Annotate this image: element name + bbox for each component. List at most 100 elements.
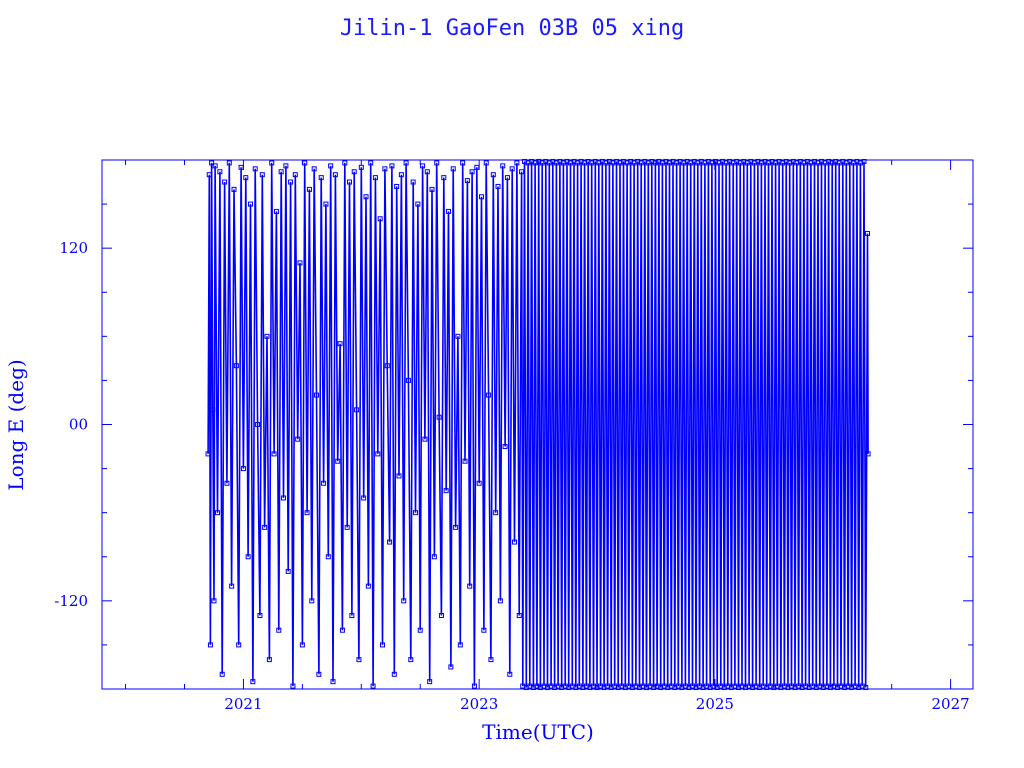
data-point xyxy=(332,172,338,178)
data-point xyxy=(382,166,388,172)
data-point xyxy=(469,169,475,175)
data-point xyxy=(490,172,496,178)
data-point xyxy=(356,657,362,663)
data-point xyxy=(372,175,378,181)
data-point xyxy=(344,524,350,530)
data-point xyxy=(257,613,263,619)
data-point xyxy=(347,179,353,185)
data-point xyxy=(443,488,449,494)
data-point xyxy=(328,163,334,169)
data-point xyxy=(205,451,211,457)
data-point xyxy=(403,160,409,166)
data-point xyxy=(222,179,228,185)
x-axis-label: Time(UTC) xyxy=(482,720,594,744)
data-point xyxy=(434,160,440,166)
data-point xyxy=(233,363,239,369)
data-point xyxy=(415,201,421,207)
data-point xyxy=(290,683,296,689)
data-point xyxy=(297,260,303,266)
data-point xyxy=(441,175,447,181)
data-point xyxy=(314,392,320,398)
data-point xyxy=(278,169,284,175)
data-point xyxy=(420,163,426,169)
data-point xyxy=(861,158,867,164)
data-point xyxy=(337,341,343,347)
data-point xyxy=(273,208,279,214)
data-point xyxy=(361,495,367,501)
data-point xyxy=(509,166,515,172)
data-point xyxy=(266,657,272,663)
data-point xyxy=(219,671,225,677)
data-point xyxy=(464,178,470,184)
x-tick-label: 2021 xyxy=(224,695,262,713)
data-point xyxy=(448,664,454,670)
data-point xyxy=(865,230,871,236)
data-point xyxy=(410,179,416,185)
data-point xyxy=(259,172,265,178)
data-point xyxy=(316,671,322,677)
data-point xyxy=(387,539,393,545)
data-point xyxy=(396,473,402,479)
data-point xyxy=(401,598,407,604)
data-point xyxy=(295,436,301,442)
data-point xyxy=(264,333,270,339)
data-point xyxy=(224,480,230,486)
data-point xyxy=(231,186,237,192)
data-point xyxy=(408,657,414,663)
data-point xyxy=(519,169,525,175)
data-point xyxy=(471,683,477,689)
data-point xyxy=(424,169,430,175)
data-point xyxy=(450,166,456,172)
data-point xyxy=(500,163,506,169)
data-point xyxy=(330,679,336,685)
data-point xyxy=(207,642,213,648)
data-point xyxy=(269,160,275,166)
data-point xyxy=(325,554,331,560)
data-point xyxy=(212,163,218,169)
data-point xyxy=(283,163,289,169)
data-point xyxy=(281,495,287,501)
data-point xyxy=(255,422,261,427)
data-point xyxy=(243,175,249,181)
data-point xyxy=(436,414,442,420)
data-point xyxy=(321,480,327,486)
data-point xyxy=(476,480,482,486)
data-point xyxy=(342,160,348,166)
x-tick-label: 2027 xyxy=(932,695,970,713)
data-point xyxy=(206,172,212,178)
data-point xyxy=(358,164,364,170)
data-point xyxy=(502,444,508,450)
data-point xyxy=(226,160,232,166)
y-axis-label: Long E (deg) xyxy=(4,359,28,490)
chart-title: Jilin-1 GaoFen 03B 05 xing xyxy=(339,16,685,41)
data-point xyxy=(377,216,383,222)
data-point xyxy=(351,169,357,175)
data-point xyxy=(292,172,298,178)
data-point xyxy=(481,627,487,633)
data-point xyxy=(240,466,246,472)
data-point xyxy=(209,160,215,166)
data-point xyxy=(479,194,485,200)
data-layer xyxy=(205,158,871,691)
data-point xyxy=(304,510,310,516)
data-point xyxy=(309,598,315,604)
data-point xyxy=(365,583,371,589)
data-point xyxy=(306,186,312,192)
data-point xyxy=(323,201,329,207)
data-point xyxy=(370,683,376,689)
data-point xyxy=(335,458,341,464)
ticks: 2021 2023 2025 2027 120 00 -120 xyxy=(54,159,973,713)
data-point xyxy=(299,642,305,648)
y-tick-label: 00 xyxy=(69,416,88,434)
x-tick-label: 2025 xyxy=(696,695,734,713)
y-tick-label: -120 xyxy=(54,592,88,610)
data-point xyxy=(384,363,390,369)
data-point xyxy=(422,436,428,442)
data-point xyxy=(215,510,221,516)
data-point xyxy=(354,407,360,413)
data-point xyxy=(288,179,294,185)
data-point xyxy=(486,392,492,398)
data-point xyxy=(453,524,459,530)
data-point xyxy=(495,183,501,189)
data-point xyxy=(380,642,386,648)
